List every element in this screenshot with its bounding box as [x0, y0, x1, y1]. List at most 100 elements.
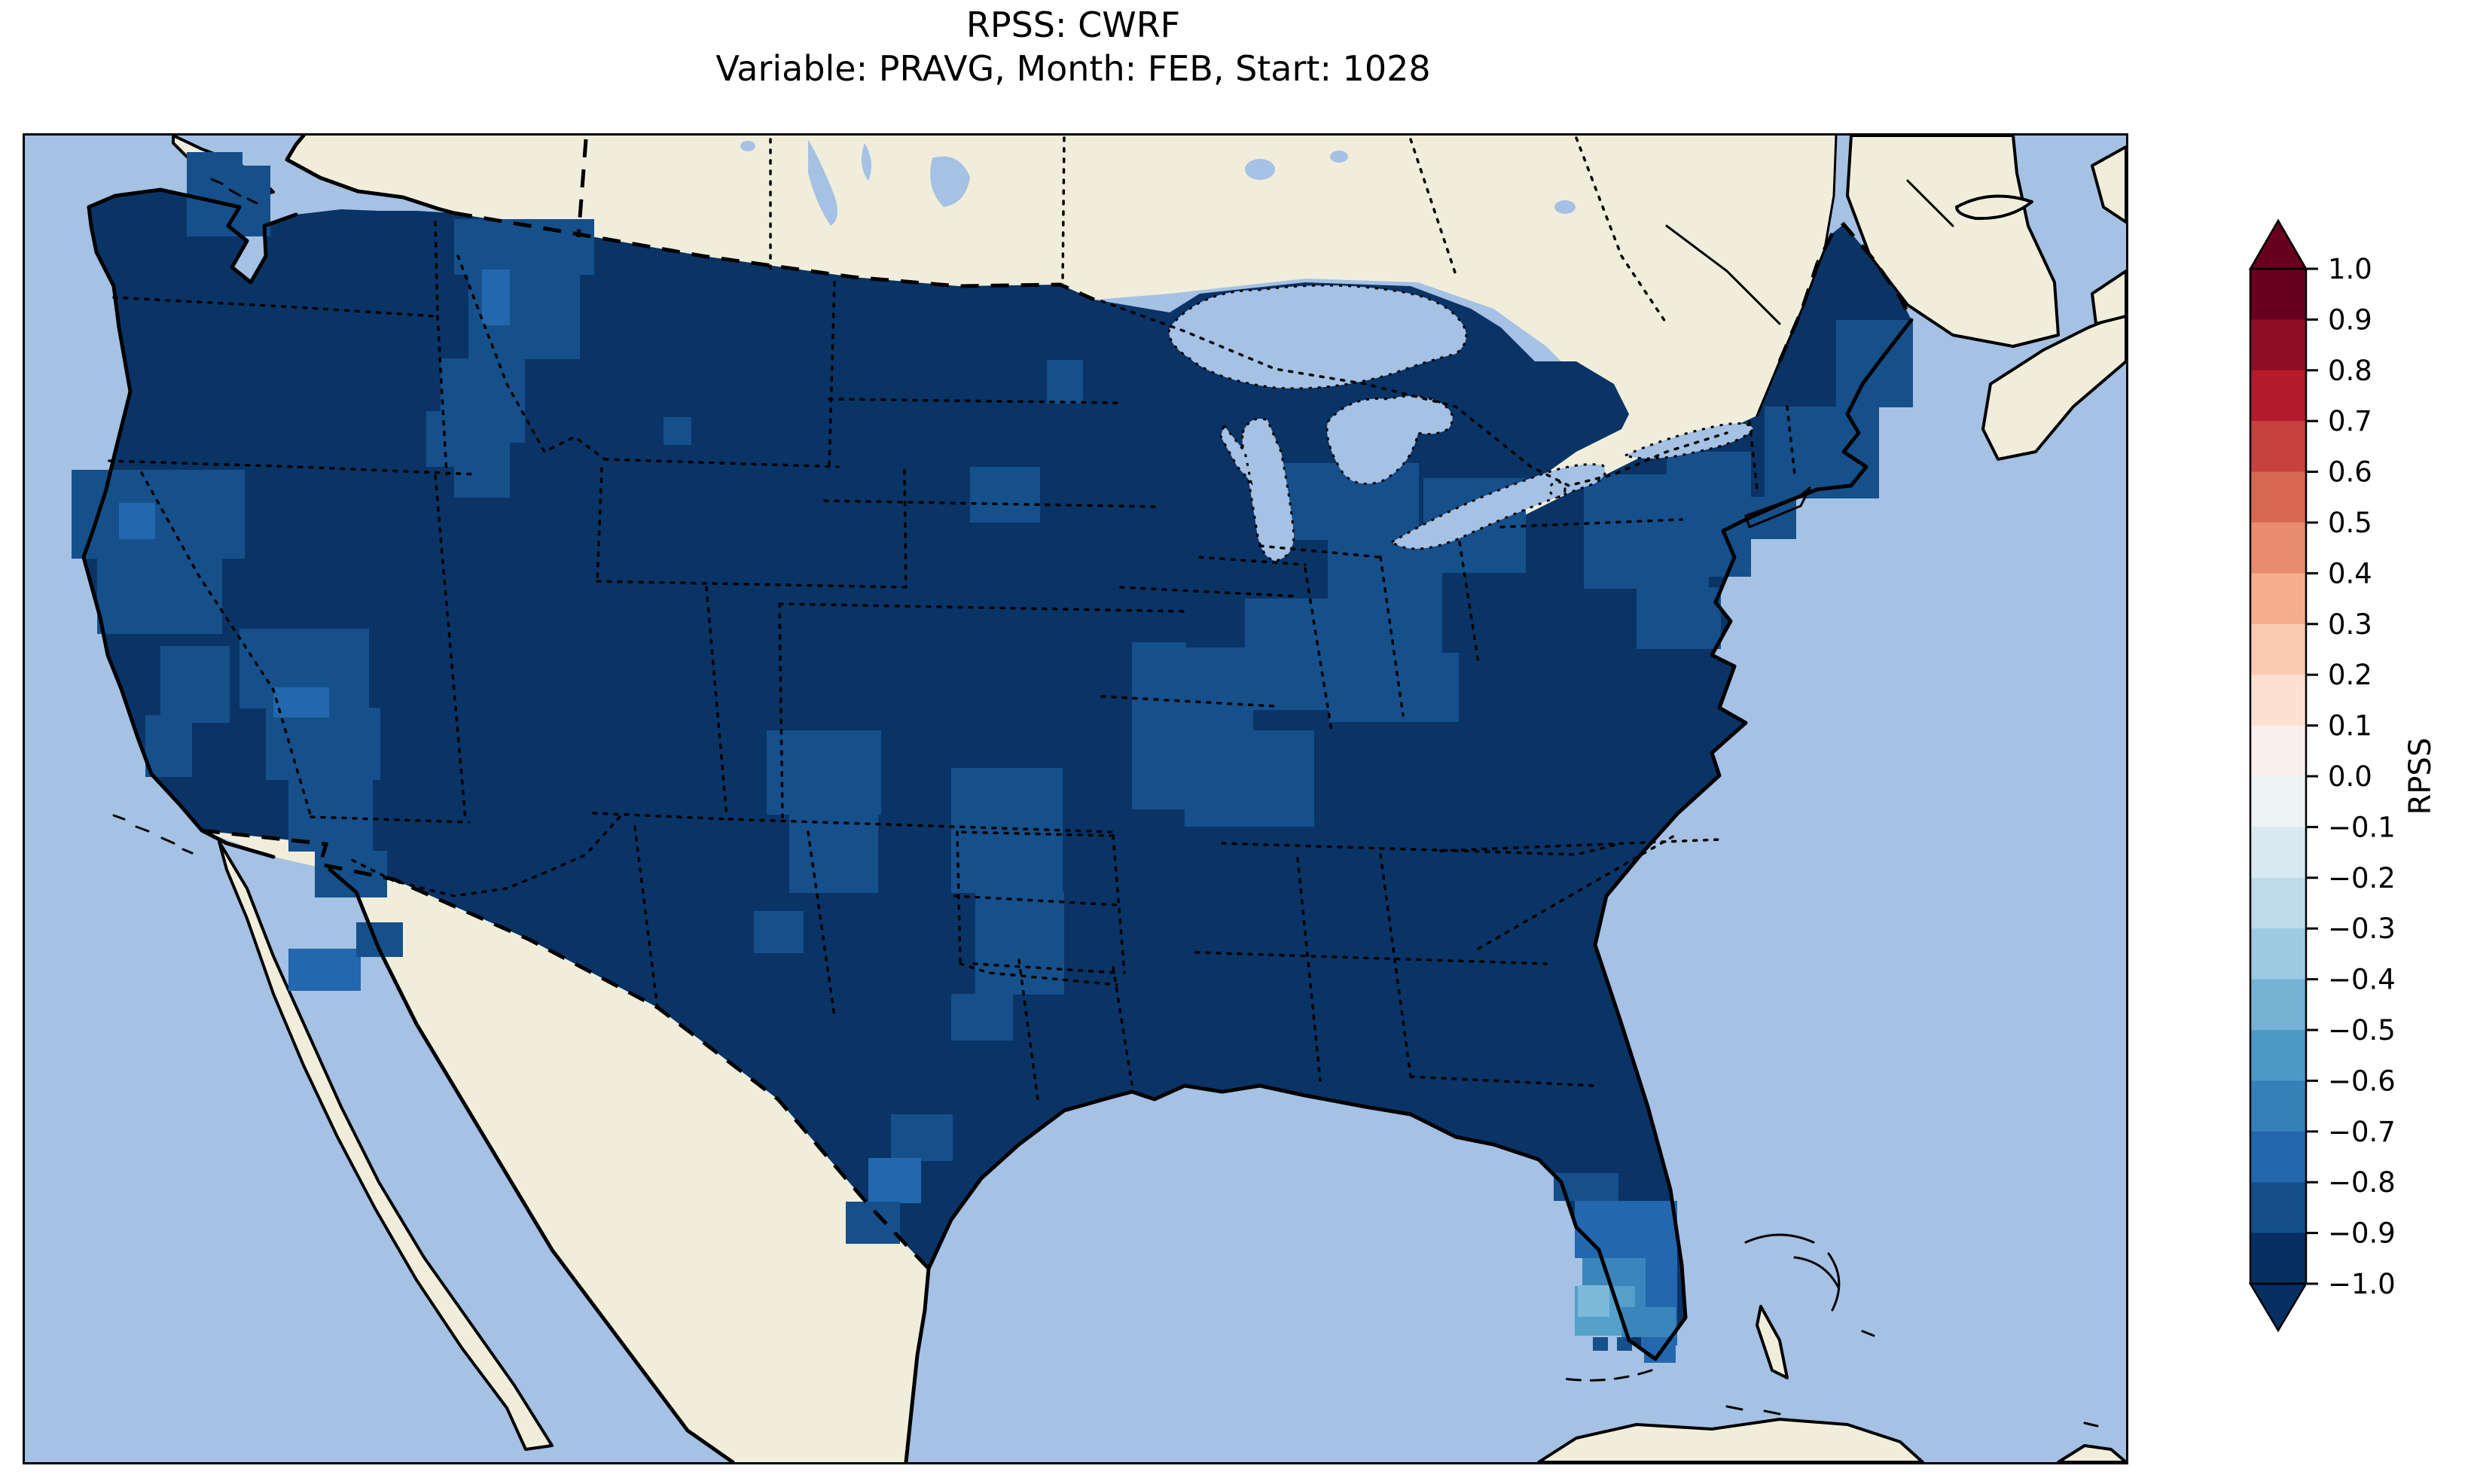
data-cell: [1641, 1337, 1656, 1351]
data-cell: [426, 411, 454, 467]
colorbar-axis-label: RPSS: [2403, 738, 2438, 815]
colorbar: 1.0 0.9 0.8 0.7 0.6 0.5 0.4 0.3 0.2 0.1 0.0 −0.1 −0.…: [2248, 218, 2438, 1333]
data-cells: [72, 152, 1913, 1363]
cuba: [1537, 1418, 1924, 1462]
lake-michigan: [1241, 417, 1295, 562]
data-cell: [975, 892, 1064, 995]
province-borders: [769, 136, 1668, 325]
lake-superior: [1167, 284, 1468, 390]
saguenay-river: [1906, 179, 1954, 227]
data-cell: [1578, 1285, 1609, 1317]
baja-california: [218, 840, 554, 1451]
small-lake: [1330, 151, 1348, 163]
bc-coastline: [285, 136, 456, 215]
colorbar-segment: [2250, 1233, 2306, 1284]
data-cell: [868, 1158, 921, 1203]
colorbar-segment: [2250, 725, 2306, 777]
great-lakes: [1167, 284, 1755, 562]
figure-title-block: RPSS: CWRF Variable: PRAVG, Month: FEB, …: [23, 3, 2124, 90]
data-cell: [951, 994, 1013, 1041]
small-lake: [740, 141, 755, 151]
colorbar-tick-label: 0.3: [2328, 608, 2372, 641]
data-cell: [72, 470, 245, 559]
lake-of-the-woods: [930, 156, 970, 207]
puget-sound-coastline: [87, 187, 298, 285]
data-cell: [187, 152, 243, 236]
data-cell: [1181, 648, 1253, 736]
data-cell: [1328, 538, 1442, 653]
hispaniola-corner: [2057, 1444, 2126, 1462]
lake-ontario: [1621, 422, 1755, 460]
colorbar-tick-label: −0.9: [2328, 1217, 2396, 1250]
data-cell: [288, 949, 361, 991]
newfoundland-sliver: [2091, 145, 2126, 224]
colorbar-tick-label: −1.0: [2328, 1268, 2396, 1300]
colorbar-tick-label: 0.9: [2328, 303, 2372, 336]
colorbar-tick-label: −0.4: [2328, 964, 2396, 996]
colorbar-segment: [2250, 1182, 2306, 1234]
data-cell: [951, 768, 1063, 893]
colorbar-segments: [2250, 269, 2306, 1284]
colorbar-ticks: 1.0 0.9 0.8 0.7 0.6 0.5 0.4 0.3 0.2 0.1 0.0 −0.1 −0.…: [2306, 253, 2396, 1300]
colorbar-tick-label: −0.3: [2328, 913, 2396, 945]
data-cell: [754, 911, 804, 953]
small-cays: [1725, 1330, 2099, 1428]
colorbar-segment: [2250, 1030, 2306, 1081]
channel-islands: [112, 814, 194, 855]
colorbar-segment: [2250, 269, 2306, 320]
colorbar-tick-label: −0.7: [2328, 1116, 2396, 1148]
data-cell: [441, 358, 525, 443]
colorbar-segment: [2250, 319, 2306, 371]
data-cell: [1621, 1307, 1676, 1337]
green-bay: [1219, 422, 1253, 486]
colorbar-segment: [2250, 827, 2306, 879]
colorbar-segment: [2250, 928, 2306, 980]
colorbar-segment: [2250, 776, 2306, 827]
colorbar-tick-label: 0.1: [2328, 710, 2372, 742]
pacific-coastline: [81, 205, 204, 833]
data-cell: [315, 851, 387, 897]
small-lake: [1554, 200, 1576, 214]
data-cell: [1132, 642, 1186, 809]
colorbar-tick-label: −0.5: [2328, 1014, 2396, 1047]
us-canada-border-east: [1777, 221, 1914, 362]
data-cell: [273, 687, 329, 718]
prince-edward-island: [1955, 194, 2033, 221]
data-cell: [1765, 407, 1879, 498]
data-cell: [1575, 1201, 1647, 1258]
data-cell: [789, 813, 878, 893]
canada-lakes: [740, 139, 1576, 226]
data-cell: [482, 270, 510, 325]
colorbar-under-arrow: [2248, 1282, 2308, 1333]
state-borders: [108, 221, 1796, 1101]
data-cell: [970, 467, 1040, 523]
colorbar-segment: [2250, 1131, 2306, 1183]
bc-alberta-border: [576, 139, 588, 238]
data-cell: [119, 503, 155, 539]
colorbar-tick-label: 0.6: [2328, 456, 2372, 489]
colorbar-tick-label: −0.1: [2328, 811, 2396, 843]
figure-subtitle: Variable: PRAVG, Month: FEB, Start: 1028: [715, 48, 1431, 89]
colorbar-tick-label: 0.0: [2328, 760, 2372, 793]
colorbar-over-arrow: [2248, 218, 2308, 270]
conus-map: [25, 136, 2126, 1462]
lake-winnipeg: [808, 139, 837, 226]
lake-nipigon: [1245, 159, 1275, 180]
colorbar-segment: [2250, 523, 2306, 574]
data-cell: [1185, 730, 1314, 827]
mexico-gulf-coastline: [200, 828, 931, 1462]
data-cell: [846, 1202, 900, 1244]
data-cell: [663, 417, 691, 445]
colorbar-segment: [2250, 370, 2306, 422]
data-cell: [97, 559, 222, 634]
canada-land: [287, 136, 1836, 531]
atlantic-gulf-coastline: [926, 318, 1914, 1361]
data-cell: [266, 708, 380, 780]
us-canada-border: [453, 211, 1096, 302]
data-cell: [145, 715, 192, 777]
colorbar-segment: [2250, 1080, 2306, 1132]
map-panel: [23, 133, 2128, 1464]
us-mexico-border: [201, 828, 930, 1270]
cape-breton-island: [2091, 270, 2126, 325]
